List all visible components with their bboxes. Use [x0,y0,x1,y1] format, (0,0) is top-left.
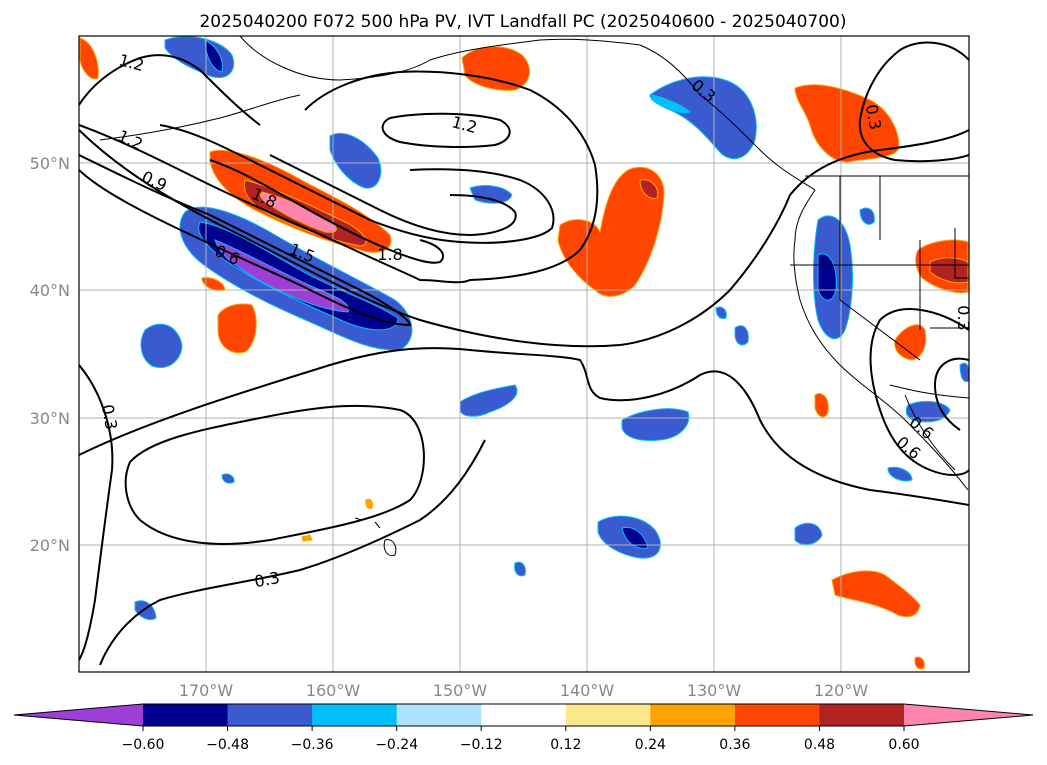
contour-label: 0.3 [862,103,885,131]
colorbar-segment [734,704,820,726]
lon-label: 150°W [433,681,488,700]
colorbar-segment [565,704,651,726]
contour-1.2-inner [381,112,511,148]
colorbar-tick-label: −0.60 [122,737,165,753]
contour-0.3-north [79,129,969,348]
contour-0.3-south2 [99,439,486,666]
lat-label: 50°N [30,154,70,173]
lon-label: 140°W [560,681,615,700]
contour-1.5 [159,124,555,244]
colorbar-tick-label: 0.24 [635,737,666,753]
colorbar-segment [481,704,567,726]
colorbar-tick-label: −0.12 [460,737,503,753]
contour-0.3-ne [858,41,969,163]
colorbar-tick-label: −0.36 [291,737,334,753]
contour-0.9 [79,154,412,327]
colorbar-segment [396,704,482,726]
contour-1.2-nw [79,54,261,126]
map-frame [78,35,970,673]
colorbar-extend-high [904,704,1033,726]
colorbar-tick-label: −0.48 [206,737,249,753]
colorbar-tick-label: 0.12 [550,737,581,753]
lon-label: 130°W [687,681,742,700]
graticule [79,36,969,672]
contour-1.8 [269,154,517,237]
contour-label: 0.3 [954,305,973,330]
latitude-labels: 50°N 40°N 30°N 20°N [30,154,70,555]
contour-1.8b [209,159,445,264]
aleutians [99,94,301,141]
negative-shading [134,36,969,621]
coastlines [99,36,969,557]
colorbar-segment [819,704,905,726]
lon-label: 170°W [179,681,234,700]
contour-label: 1.8 [377,245,402,264]
figure-title: 2025040200 F072 500 hPa PV, IVT Landfall… [199,12,846,32]
alaska-coast [239,36,816,191]
baja [904,394,956,471]
lat-label: 30°N [30,409,70,428]
state-borders [790,176,969,361]
lon-label: 160°W [306,681,361,700]
colorbar-tick-label: 0.36 [719,737,750,753]
colorbar: −0.60 −0.48 −0.36 −0.24 −0.12 0.12 0.24 0.36 0.4… [13,703,1034,753]
colorbar-segment [312,704,398,726]
contour-0.6-east-inner [933,357,969,431]
longitude-labels: 170°W 160°W 150°W 140°W 130°W 120°W [179,681,869,700]
positive-shading [79,37,969,670]
contour-label: 0.3 [253,568,281,591]
contour-label: 0.3 [98,403,121,431]
colorbar-tick-label: 0.60 [888,737,919,753]
contour-0.6-east [869,308,969,476]
colorbar-segment [227,704,313,726]
negative-region-core [198,221,399,331]
us-mexico-border [889,384,969,399]
lat-label: 40°N [30,281,70,300]
contour-1.2 [79,70,599,284]
contour-0.3-south [79,364,114,661]
map-area: 1.2 1.2 1.2 0.9 1.8 1.5 1.8 0.6 0.3 0.3 … [79,36,973,672]
colorbar-extend-low [14,704,143,726]
lon-label: 120°W [814,681,869,700]
contour-0.3-loop [124,404,425,545]
colorbar-segment [650,704,736,726]
colorbar-segment [143,704,229,726]
colorbar-tick-label: 0.48 [804,737,835,753]
lat-label: 20°N [30,536,70,555]
colorbar-tick-label: −0.24 [375,737,418,753]
contours [79,41,969,666]
canada-us-coast [793,189,969,491]
contour-0.3-mid [79,347,969,506]
